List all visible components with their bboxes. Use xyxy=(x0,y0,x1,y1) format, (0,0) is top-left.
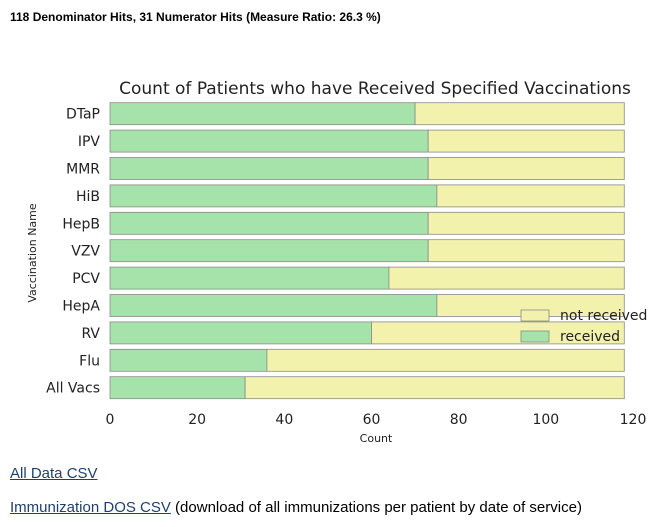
immunization-dos-link-row: Immunization DOS CSV (download of all im… xyxy=(10,499,582,516)
bar-received-rv xyxy=(109,321,372,345)
legend-label-received: received xyxy=(560,329,620,345)
legend: not received received xyxy=(520,308,647,345)
category-label-hepb: HepB xyxy=(62,216,100,232)
category-labels: DTaP IPV MMR HiB HepB VZV PCV HepA RV Flu All Vacs xyxy=(46,107,100,397)
measure-summary: 118 Denominator Hits, 31 Numerator Hits … xyxy=(10,10,381,24)
bar-received-flu xyxy=(109,348,268,372)
category-label-pcv: PCV xyxy=(72,271,100,287)
legend-swatch-received xyxy=(520,330,550,343)
bar-received-mmr xyxy=(109,157,429,180)
category-label-dtap: DTaP xyxy=(66,107,100,123)
bar-received-hib xyxy=(109,184,438,208)
legend-label-not-received: not received xyxy=(560,308,647,324)
bar-not-received-ipv xyxy=(427,129,625,153)
x-tick-20: 20 xyxy=(188,412,206,428)
x-tick-0: 0 xyxy=(106,412,115,428)
chart-title: Count of Patients who have Received Spec… xyxy=(119,79,631,99)
all-data-link-row: All Data CSV xyxy=(10,465,98,482)
bar-not-received-hepb xyxy=(427,211,625,235)
category-label-hib: HiB xyxy=(76,189,100,205)
bar-received-pcv xyxy=(109,266,390,290)
category-label-ipv: IPV xyxy=(78,134,101,150)
bar-not-received-mmr xyxy=(427,157,625,180)
bar-received-vzv xyxy=(109,239,429,263)
bar-not-received-rv xyxy=(371,321,625,345)
bar-received-ipv xyxy=(109,129,429,153)
x-axis-label: Count xyxy=(360,432,393,445)
x-tick-100: 100 xyxy=(532,412,559,428)
vaccination-chart: Count of Patients who have Received Spec… xyxy=(26,79,647,445)
category-label-all-vacs: All Vacs xyxy=(46,381,100,397)
legend-swatch-not-received xyxy=(520,309,550,322)
all-data-csv-link[interactable]: All Data CSV xyxy=(10,465,98,482)
x-tick-120: 120 xyxy=(620,412,647,428)
bar-received-dtap xyxy=(109,102,416,126)
bar-received-hepa xyxy=(109,294,438,317)
bar-not-received-hib xyxy=(436,184,625,208)
immunization-dos-note: (download of all immunizations per patie… xyxy=(170,499,582,516)
bars-group xyxy=(109,102,625,400)
category-label-mmr: MMR xyxy=(66,162,100,178)
x-tick-40: 40 xyxy=(275,412,293,428)
category-label-rv: RV xyxy=(81,326,100,342)
bar-not-received-dtap xyxy=(414,102,625,126)
bar-received-all-vacs xyxy=(109,376,246,400)
category-label-hepa: HepA xyxy=(62,299,100,315)
bar-not-received-flu xyxy=(266,348,625,372)
y-axis-label: Vaccination Name xyxy=(26,203,39,303)
x-tick-80: 80 xyxy=(450,412,468,428)
bar-not-received-vzv xyxy=(427,239,625,263)
x-tick-labels: 0 20 40 60 80 100 120 xyxy=(106,412,647,428)
x-tick-60: 60 xyxy=(363,412,381,428)
category-label-flu: Flu xyxy=(79,353,100,369)
immunization-dos-csv-link[interactable]: Immunization DOS CSV xyxy=(10,499,171,516)
bar-received-hepb xyxy=(109,211,429,235)
category-label-vzv: VZV xyxy=(71,244,100,260)
bar-not-received-pcv xyxy=(388,266,625,290)
bar-not-received-all-vacs xyxy=(244,376,625,400)
